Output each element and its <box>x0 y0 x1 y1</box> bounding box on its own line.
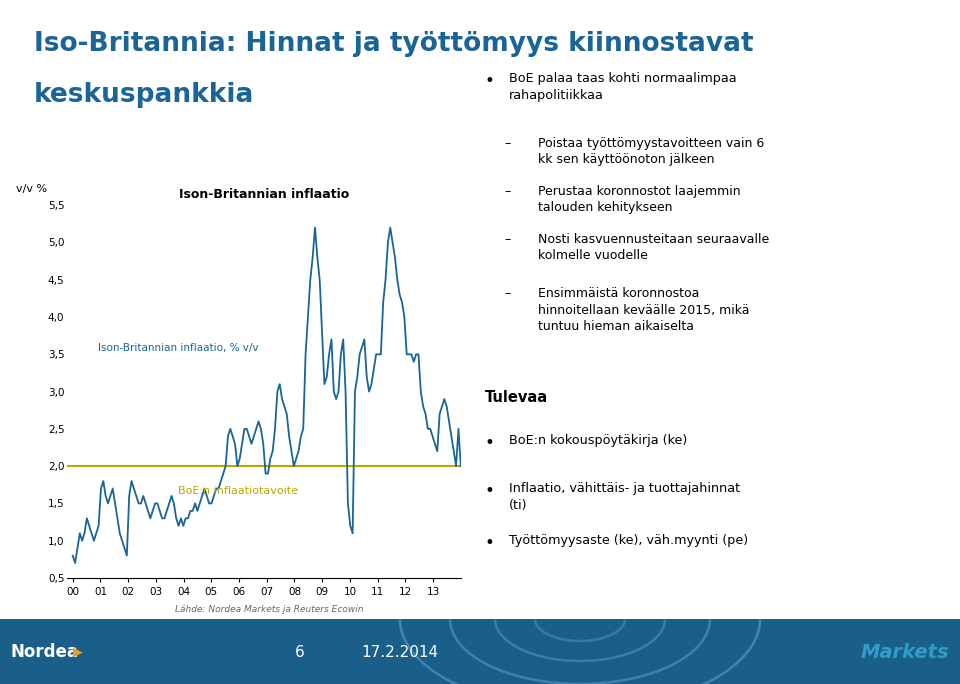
Text: Inflaatio, vähittäis- ja tuottajahinnat
(ti): Inflaatio, vähittäis- ja tuottajahinnat … <box>509 482 740 512</box>
Text: BoE:n inflaatiotavoite: BoE:n inflaatiotavoite <box>178 486 298 497</box>
Text: Lähde: Nordea Markets ja Reuters Ecowin: Lähde: Nordea Markets ja Reuters Ecowin <box>175 605 363 614</box>
Text: ▶: ▶ <box>73 646 83 659</box>
Text: keskuspankkia: keskuspankkia <box>34 82 254 108</box>
Text: BoE:n kokouspöytäkirja (ke): BoE:n kokouspöytäkirja (ke) <box>509 434 687 447</box>
Text: Ison-Britannian inflaatio, % v/v: Ison-Britannian inflaatio, % v/v <box>98 343 258 352</box>
Text: Tulevaa: Tulevaa <box>485 390 548 405</box>
Text: •: • <box>485 434 494 452</box>
Text: Ensimmäistä koronnostoa
hinnoitellaan keväälle 2015, mikä
tuntuu hieman aikaisel: Ensimmäistä koronnostoa hinnoitellaan ke… <box>538 287 749 333</box>
Text: –: – <box>504 287 511 300</box>
Text: –: – <box>504 185 511 198</box>
Title: Ison-Britannian inflaatio: Ison-Britannian inflaatio <box>179 188 349 201</box>
Text: •: • <box>485 482 494 500</box>
Text: BoE palaa taas kohti normaalimpaa
rahapolitiikkaa: BoE palaa taas kohti normaalimpaa rahapo… <box>509 72 736 102</box>
Text: –: – <box>504 137 511 150</box>
Text: Iso-Britannia: Hinnat ja työttömyys kiinnostavat: Iso-Britannia: Hinnat ja työttömyys kiin… <box>34 31 754 57</box>
Text: Työttömyysaste (ke), väh.myynti (pe): Työttömyysaste (ke), väh.myynti (pe) <box>509 534 748 547</box>
Text: Poistaa työttömyystavoitteen vain 6
kk sen käyttöönoton jälkeen: Poistaa työttömyystavoitteen vain 6 kk s… <box>538 137 764 166</box>
Text: 6: 6 <box>295 644 305 659</box>
Text: •: • <box>485 534 494 551</box>
Text: Nordea: Nordea <box>11 643 79 661</box>
Text: Perustaa koronnostot laajemmin
talouden kehitykseen: Perustaa koronnostot laajemmin talouden … <box>538 185 740 214</box>
Text: •: • <box>485 72 494 90</box>
Text: –: – <box>504 233 511 246</box>
Text: 17.2.2014: 17.2.2014 <box>361 644 439 659</box>
Text: v/v %: v/v % <box>16 184 47 194</box>
Text: Markets: Markets <box>861 642 949 661</box>
Text: Nosti kasvuennusteitaan seuraavalle
kolmelle vuodelle: Nosti kasvuennusteitaan seuraavalle kolm… <box>538 233 769 262</box>
